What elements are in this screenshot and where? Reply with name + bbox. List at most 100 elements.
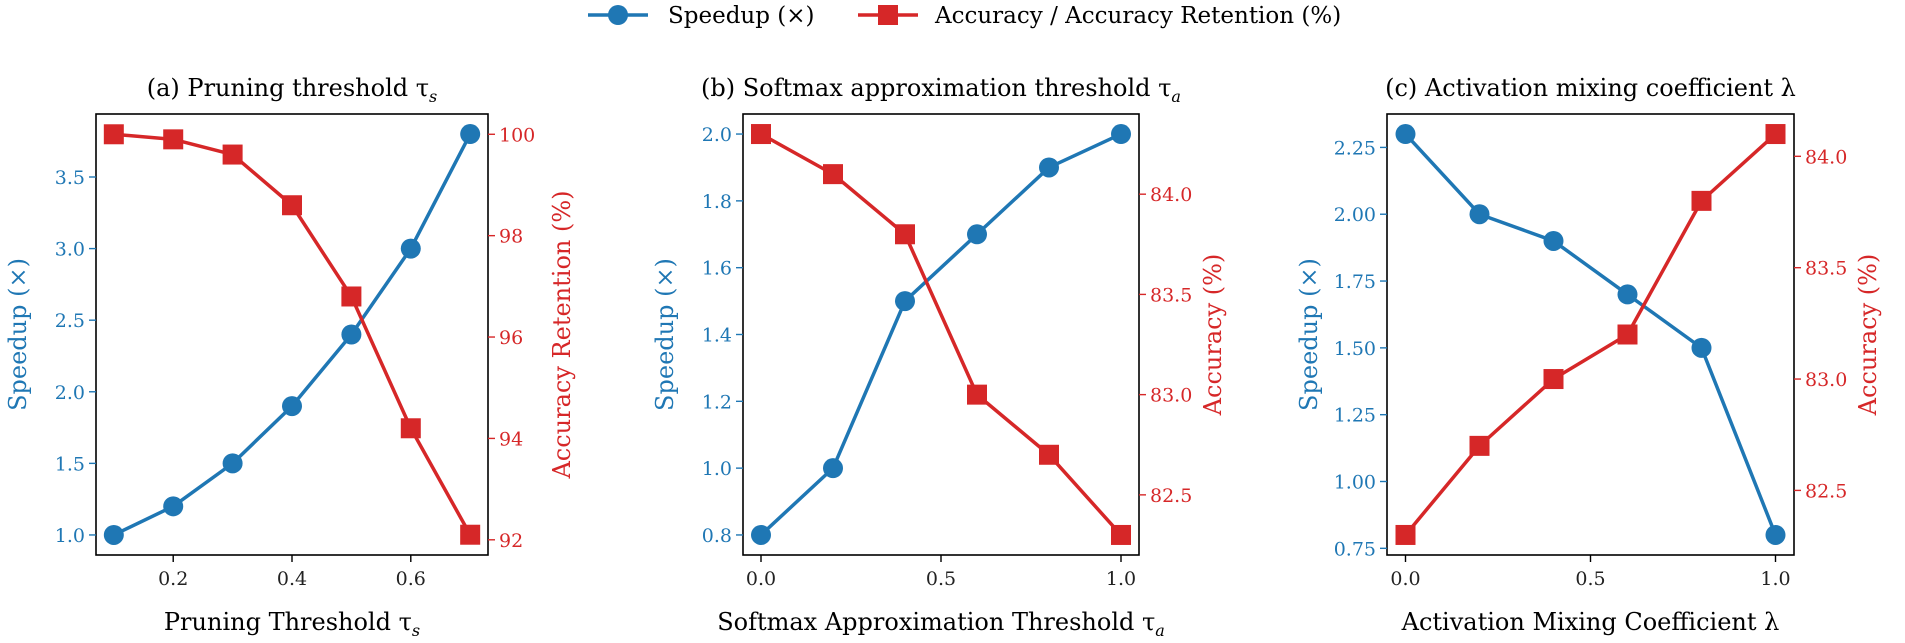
x-axis-label-subscript: s (412, 621, 420, 640)
speedup-point (751, 524, 771, 545)
speedup-point (1617, 284, 1638, 305)
accuracy-point (1039, 444, 1059, 465)
x-tick-label: 0.5 (1575, 568, 1605, 590)
y-right-tick-label: 83.5 (1150, 284, 1192, 306)
speedup-point (895, 291, 915, 312)
chart-panel: 0.0 0.5 1.0 0.8 1.0 1.2 1.4 1.6 1.8 2.0 82.5 83.0 83… (651, 74, 1227, 640)
accuracy-point (163, 129, 184, 150)
y-right-tick-label: 83.5 (1805, 258, 1847, 280)
y-right-tick-label: 94 (499, 428, 523, 450)
y-right-tick-label: 82.5 (1805, 480, 1847, 502)
speedup-point (1111, 124, 1131, 145)
speedup-point (1469, 204, 1490, 225)
y-left-tick-label: 3.5 (55, 167, 85, 189)
panel-title-subscript: a (1171, 87, 1181, 106)
y-left-tick-label: 0.75 (1334, 538, 1376, 560)
speedup-point (222, 453, 243, 474)
panel-title: (a) Pruning threshold τs (147, 74, 438, 106)
speedup-series-line (1404, 132, 1778, 536)
legend-entry: Accuracy / Accuracy Retention (%) (858, 3, 1341, 29)
x-tick-label: 0.6 (396, 568, 426, 590)
y-right-tick-label: 84.0 (1150, 184, 1192, 206)
speedup-point (103, 524, 124, 545)
y-right-tick-label: 82.5 (1150, 485, 1192, 507)
y-left-tick-label: 1.25 (1334, 405, 1376, 427)
y-left-tick-label: 1.00 (1334, 472, 1376, 494)
x-axis-label: Pruning Threshold τs (164, 608, 420, 640)
speedup-series-line (113, 133, 472, 537)
legend-label: Speedup (×) (668, 3, 815, 29)
y-axis-label-right: Accuracy (%) (1854, 254, 1882, 417)
speedup-point (163, 496, 184, 517)
speedup-point (1039, 157, 1059, 178)
x-tick-label: 0.5 (926, 568, 956, 590)
y-right-tick-label: 83.0 (1805, 369, 1847, 391)
x-tick-label: 1.0 (1760, 568, 1790, 590)
legend-entry: Speedup (×) (588, 3, 815, 29)
speedup-point (1691, 337, 1712, 358)
speedup-point (1765, 524, 1786, 545)
y-left-tick-label: 2.0 (55, 382, 85, 404)
x-axis-label-text: Pruning Threshold τ (164, 608, 412, 636)
y-left-tick-label: 0.8 (702, 525, 732, 547)
accuracy-point (282, 195, 302, 216)
legend-label: Accuracy / Accuracy Retention (%) (934, 3, 1341, 29)
y-axis-label-right: Accuracy Retention (%) (548, 190, 576, 479)
accuracy-point (1765, 124, 1786, 145)
y-axis-label-right: Accuracy (%) (1199, 254, 1227, 417)
x-tick-label: 0.0 (1390, 568, 1420, 590)
x-tick-label: 1.0 (1106, 568, 1136, 590)
y-left-tick-label: 2.0 (702, 124, 732, 146)
y-axis-label-left: Speedup (×) (1295, 258, 1323, 411)
y-right-tick-label: 98 (499, 226, 523, 248)
panel-title-text: (a) Pruning threshold τ (147, 74, 429, 102)
legend: Speedup (×) Accuracy / Accuracy Retention… (588, 3, 1341, 29)
y-right-tick-label: 96 (499, 327, 523, 349)
x-axis-label-text: Softmax Approximation Threshold τ (717, 608, 1155, 636)
x-axis-label-text: Activation Mixing Coefficient λ (1401, 608, 1780, 636)
y-right-tick-label: 83.0 (1150, 385, 1192, 407)
speedup-series-line (759, 132, 1122, 537)
accuracy-point (1691, 190, 1712, 211)
x-axis-label-subscript: a (1155, 621, 1165, 640)
accuracy-point (1469, 435, 1490, 456)
speedup-point (400, 238, 421, 259)
plot-frame (95, 113, 489, 556)
accuracy-point (967, 384, 987, 405)
y-right-tick-label: 84.0 (1805, 146, 1847, 168)
y-right-tick-label: 100 (499, 124, 535, 146)
accuracy-point (1617, 324, 1638, 345)
speedup-point (460, 124, 481, 145)
y-left-tick-label: 2.5 (55, 310, 85, 332)
y-left-tick-label: 1.5 (55, 453, 85, 475)
x-axis-label: Activation Mixing Coefficient λ (1401, 608, 1780, 636)
accuracy-point (1111, 524, 1131, 545)
panels: 0.2 0.4 0.6 1.0 1.5 2.0 2.5 3.0 3.5 92 94 96 98 100 (a… (4, 74, 1882, 640)
panel-title: (b) Softmax approximation threshold τa (701, 74, 1181, 106)
accuracy-series-line (760, 132, 1123, 537)
x-tick-label: 0.0 (746, 568, 776, 590)
y-left-tick-label: 2.25 (1334, 137, 1376, 159)
y-left-tick-label: 3.0 (55, 239, 85, 261)
panel-title-text: (c) Activation mixing coefficient λ (1385, 74, 1796, 102)
x-tick-label: 0.4 (277, 568, 307, 590)
y-left-tick-label: 1.50 (1334, 338, 1376, 360)
accuracy-point (103, 124, 124, 145)
y-axis-label-left: Speedup (×) (651, 258, 679, 411)
y-left-tick-label: 1.0 (55, 525, 85, 547)
speedup-point (823, 458, 843, 479)
y-left-tick-label: 1.0 (702, 458, 732, 480)
accuracy-series-line (113, 132, 472, 536)
y-left-tick-label: 1.6 (702, 258, 732, 280)
y-left-tick-label: 1.75 (1334, 271, 1376, 293)
accuracy-point (1395, 524, 1416, 545)
accuracy-point (823, 164, 843, 185)
legend-marker-circle (608, 5, 628, 25)
speedup-point (967, 224, 987, 245)
accuracy-point (895, 224, 915, 245)
y-left-tick-label: 1.2 (702, 391, 732, 413)
y-left-tick-label: 1.4 (702, 325, 732, 347)
x-tick-label: 0.2 (158, 568, 188, 590)
accuracy-point (222, 144, 243, 165)
